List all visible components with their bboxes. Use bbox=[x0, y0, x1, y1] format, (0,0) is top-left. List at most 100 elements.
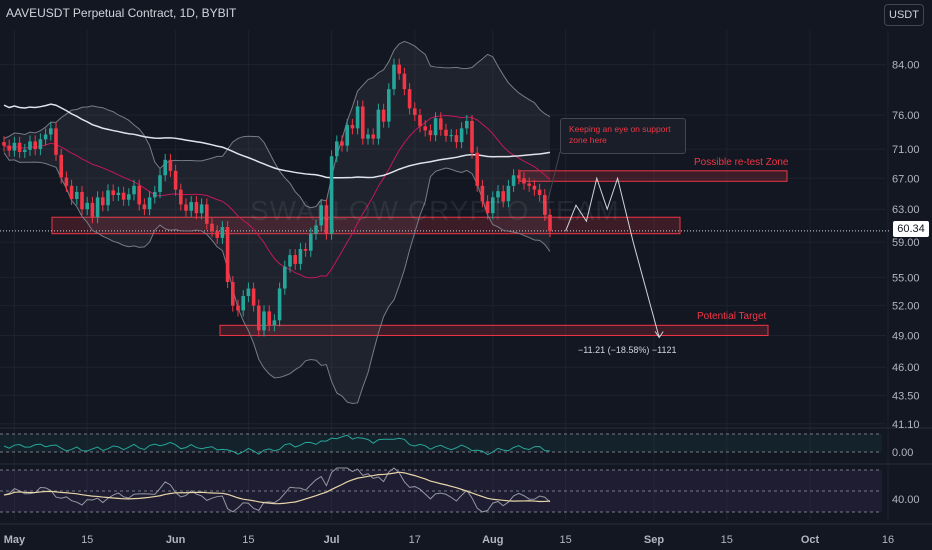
candle-body bbox=[116, 192, 121, 196]
price-tick-label: 71.00 bbox=[892, 144, 920, 156]
candle-body bbox=[319, 205, 323, 226]
projection-line bbox=[565, 176, 660, 338]
candle-body bbox=[480, 185, 485, 202]
candle-body bbox=[257, 305, 261, 331]
osc-tick-label: 0.00 bbox=[892, 447, 913, 459]
candle-body bbox=[106, 190, 110, 206]
price-tick-label: 43.50 bbox=[892, 390, 920, 402]
candle-body bbox=[194, 202, 199, 214]
candle-body bbox=[376, 109, 381, 139]
target-zone bbox=[219, 324, 769, 336]
candle-body bbox=[439, 118, 443, 130]
time-tick-label: Jul bbox=[324, 534, 340, 546]
price-tick-label: 55.00 bbox=[892, 272, 920, 284]
time-tick-label: 16 bbox=[882, 534, 894, 546]
candle-body bbox=[459, 128, 464, 143]
candle-body bbox=[184, 204, 188, 211]
candle-body bbox=[371, 134, 375, 139]
candle-body bbox=[137, 185, 141, 205]
candle-body bbox=[277, 288, 282, 321]
candle-body bbox=[511, 175, 516, 186]
rsi-ma bbox=[3, 471, 551, 505]
candle-body bbox=[101, 197, 105, 206]
candle-body bbox=[355, 106, 360, 129]
time-tick-label: 17 bbox=[409, 534, 421, 546]
candle-body bbox=[283, 266, 287, 289]
candle-body bbox=[413, 108, 417, 115]
candle-body bbox=[345, 124, 349, 146]
candle-body bbox=[210, 223, 214, 232]
candle-body bbox=[381, 109, 386, 122]
candle-body bbox=[64, 177, 69, 186]
candle-body bbox=[444, 129, 448, 136]
candle-body bbox=[199, 204, 204, 214]
candle-body bbox=[205, 204, 209, 224]
rsi-pane: 40.00 bbox=[0, 467, 920, 513]
candle-body bbox=[38, 139, 43, 150]
candle-body bbox=[7, 145, 11, 151]
candle-body bbox=[111, 190, 115, 196]
candle-body bbox=[246, 288, 251, 297]
price-tick-label: 41.10 bbox=[892, 419, 920, 431]
candle-body bbox=[527, 183, 531, 186]
time-tick-label: Sep bbox=[644, 534, 664, 546]
band-lower bbox=[3, 152, 551, 405]
candle-body bbox=[501, 191, 505, 202]
candle-body bbox=[163, 159, 167, 176]
time-tick-label: Oct bbox=[801, 534, 820, 546]
candle-body bbox=[309, 233, 313, 251]
candle-body bbox=[2, 142, 6, 146]
candle-body bbox=[54, 128, 58, 155]
candle-body bbox=[17, 142, 22, 152]
candle-body bbox=[293, 255, 297, 264]
candle-body bbox=[397, 64, 401, 74]
candle-body bbox=[303, 249, 308, 251]
band-mid bbox=[3, 114, 551, 279]
osc-band bbox=[0, 434, 882, 452]
candle-body bbox=[158, 175, 162, 192]
price-tick-label: 84.00 bbox=[892, 60, 920, 72]
candle-body bbox=[314, 225, 318, 234]
candle-body bbox=[324, 205, 329, 234]
candle-body bbox=[23, 149, 27, 152]
bollinger-bands bbox=[3, 40, 551, 405]
candle-body bbox=[121, 192, 126, 200]
candle-body bbox=[298, 249, 303, 264]
candle-body bbox=[407, 89, 412, 109]
time-tick-label: 15 bbox=[242, 534, 254, 546]
candle-body bbox=[361, 106, 365, 139]
candle-body bbox=[127, 194, 131, 200]
time-tick-label: May bbox=[4, 534, 26, 546]
candle-body bbox=[340, 141, 344, 146]
candle-body bbox=[537, 189, 542, 196]
candle-body bbox=[506, 185, 511, 202]
candle-body bbox=[329, 156, 334, 234]
candle-body bbox=[43, 134, 48, 140]
candle-body bbox=[215, 231, 219, 238]
candle-body bbox=[485, 201, 490, 214]
candle-body bbox=[49, 128, 53, 135]
candle-body bbox=[465, 120, 469, 129]
candle-body bbox=[189, 202, 193, 211]
chart-title: AAVEUSDT Perpetual Contract, 1D, BYBIT bbox=[6, 6, 237, 20]
osc-line bbox=[3, 434, 551, 456]
candle-body bbox=[12, 142, 17, 151]
candle-body bbox=[153, 191, 157, 198]
candle-body bbox=[231, 282, 235, 306]
candle-body bbox=[428, 130, 433, 136]
measure-label: −11.21 (−18.58%) −1121 bbox=[578, 345, 677, 355]
candle-body bbox=[147, 197, 152, 210]
time-tick-label: 15 bbox=[559, 534, 571, 546]
candle-body bbox=[90, 202, 95, 218]
candle-body bbox=[267, 311, 271, 326]
projected-path bbox=[547, 151, 664, 339]
candle-body bbox=[132, 185, 136, 195]
candle-body bbox=[69, 185, 74, 199]
candle-body bbox=[272, 320, 277, 326]
support-zone bbox=[51, 216, 681, 235]
oscillator-pane: 0.00 bbox=[0, 433, 913, 459]
candle-body bbox=[241, 296, 245, 311]
candle-body bbox=[288, 255, 292, 267]
currency-button[interactable]: USDT bbox=[884, 4, 924, 26]
